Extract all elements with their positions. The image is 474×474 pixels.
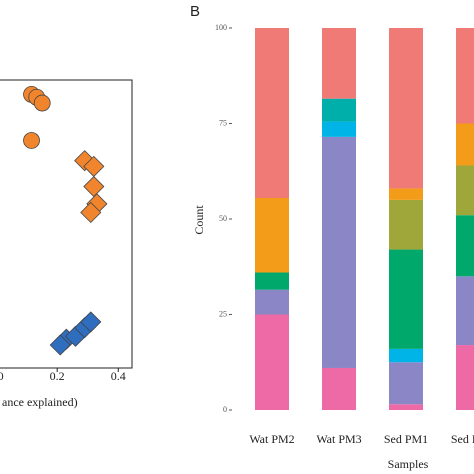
x-tick-label: 0.2	[50, 369, 65, 383]
bar-segment	[389, 188, 423, 200]
bar-segment	[322, 136, 356, 368]
bar-segment	[456, 123, 474, 166]
x-tick-label: 0.0	[0, 369, 4, 383]
bar-segment	[389, 28, 423, 189]
bar-segment	[389, 249, 423, 349]
y-tick-label: 50	[219, 214, 227, 223]
bar-segment	[389, 362, 423, 405]
x-tick-label: 0.4	[111, 369, 126, 383]
bar-segment	[389, 348, 423, 363]
point	[49, 334, 71, 356]
point	[23, 132, 40, 149]
x-tick-label: Sed PM2	[451, 432, 474, 446]
y-axis-label: Count	[192, 205, 206, 235]
bar-segment	[255, 272, 289, 290]
point	[80, 201, 102, 224]
bar-segment	[389, 199, 423, 250]
point	[33, 94, 51, 112]
bar-segment	[456, 165, 474, 216]
point	[83, 175, 105, 198]
bar-segment	[456, 28, 474, 124]
panel-label: B	[190, 3, 200, 20]
bar-segment	[322, 367, 356, 410]
bar-segment	[255, 28, 289, 198]
bar-segment	[389, 404, 423, 410]
plot-frame	[0, 79, 133, 369]
y-tick-label: 0	[223, 405, 227, 414]
y-tick-label: 75	[219, 118, 227, 127]
point	[80, 311, 102, 333]
x-axis-label: Samples	[388, 457, 429, 471]
bar-segment	[322, 98, 356, 122]
bar-segment	[322, 121, 356, 137]
bar-segment	[456, 276, 474, 346]
bar-segment	[255, 289, 289, 315]
x-axis-label: ance explained)	[2, 395, 78, 409]
bar-segment	[322, 28, 356, 99]
x-tick-label: Wat PM2	[249, 432, 294, 446]
y-tick-label: 100	[215, 23, 227, 32]
x-tick-label: Wat PM3	[316, 432, 361, 446]
bar-segment	[456, 345, 474, 410]
bar-segment	[255, 314, 289, 410]
y-tick-label: 25	[219, 309, 227, 318]
x-tick-label: Sed PM1	[384, 432, 428, 446]
bar-segment	[255, 197, 289, 273]
bar-segment	[456, 215, 474, 277]
